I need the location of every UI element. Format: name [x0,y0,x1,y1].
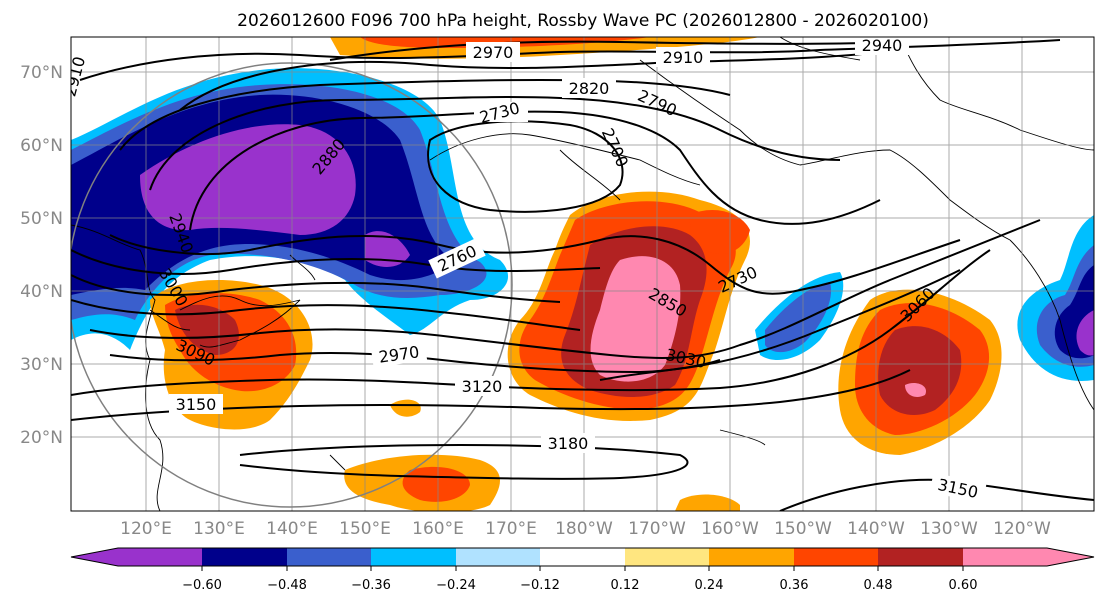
contour-label: 2940 [862,36,903,55]
map-title: 2026012600 F096 700 hPa height, Rossby W… [237,11,929,31]
lon-label: 170°E [485,519,537,539]
colorbar-tick-label: −0.24 [436,578,476,593]
colorbar-tick-label: 0.36 [780,578,809,593]
negative-anomaly-east [755,215,1094,381]
colorbar-segment [709,548,794,566]
contour-label: 3180 [548,434,589,453]
gridlines [71,37,1094,511]
lon-label: 130°W [920,519,978,539]
colorbar-segment [794,548,878,566]
lon-label: 140°W [847,519,905,539]
positive-anomaly-northeast-pacific [838,289,1002,455]
lon-label: 150°E [339,519,391,539]
colorbar-segment [878,548,963,566]
contour-label: 2910 [663,48,704,67]
colorbar-segment [371,548,456,566]
colorbar-segment [540,548,625,566]
lat-label: 70°N [20,63,63,83]
contour-label: 3120 [462,377,503,396]
lon-label: 120°W [993,519,1051,539]
colorbar: −0.60 −0.48 −0.36 −0.24 −0.12 0.12 0.24 … [70,547,1095,593]
colorbar-tick-label: 0.60 [949,578,978,593]
colorbar-tick-label: −0.48 [267,578,307,593]
latitude-labels: 70°N 60°N 50°N 40°N 30°N 20°N [20,63,63,448]
contour-label: 2820 [569,79,610,98]
colorbar-extend-min [71,548,118,566]
lon-label: 160°E [412,519,464,539]
lon-label: 180°W [555,519,613,539]
colorbar-segment [963,548,1047,566]
colorbar-segment [202,548,287,566]
lat-label: 40°N [20,282,63,302]
lon-label: 150°W [774,519,832,539]
map-frame [70,36,1095,512]
colorbar-segment [456,548,540,566]
lon-label: 120°E [120,519,172,539]
colorbar-tick-label: 0.12 [611,578,640,593]
range-circle [71,62,513,508]
colorbar-tick-label: 0.24 [695,578,724,593]
longitude-labels: 120°E 130°E 140°E 150°E 160°E 170°E 180°… [120,519,1051,539]
contour-label: 3150 [176,395,217,414]
colorbar-extend-max [1047,548,1094,566]
lat-label: 20°N [20,428,63,448]
colorbar-tick-label: −0.60 [182,578,222,593]
colorbar-segment [625,548,709,566]
colorbar-tick-label: −0.36 [351,578,391,593]
contour-label: 2970 [473,43,514,62]
lon-label: 140°E [266,519,318,539]
map-panel: 2970 2910 2940 2910 2820 2790 2730 2700 … [71,36,1094,511]
colorbar-segment [287,548,371,566]
colorbar-tick-label: 0.48 [864,578,893,593]
lon-label: 170°W [628,519,686,539]
lat-label: 60°N [20,136,63,156]
colorbar-tick-label: −0.12 [520,578,560,593]
lon-label: 160°W [701,519,759,539]
lat-label: 50°N [20,209,63,229]
lon-label: 130°E [193,519,245,539]
lat-label: 30°N [20,355,63,375]
colorbar-segment [118,548,202,566]
